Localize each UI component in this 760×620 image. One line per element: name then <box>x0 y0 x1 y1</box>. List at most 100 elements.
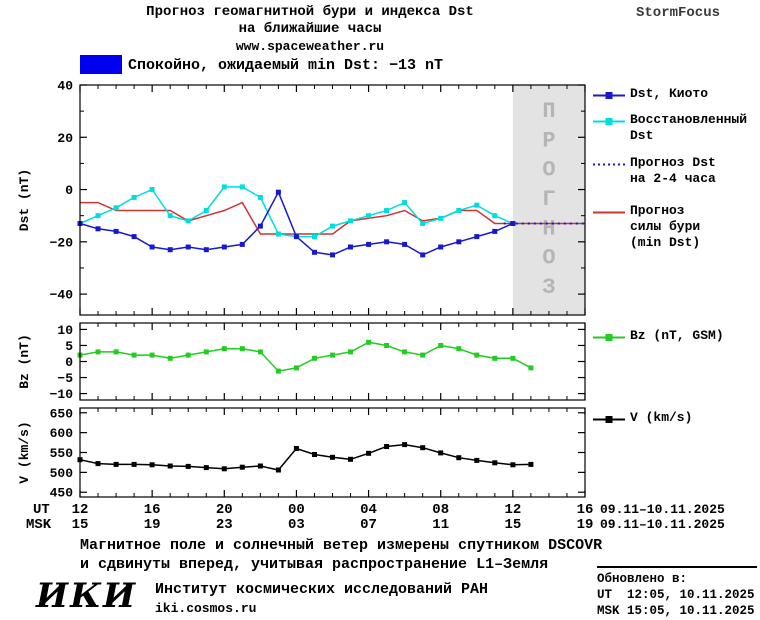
series-line-restored-dst <box>79 186 514 238</box>
status-color-swatch <box>80 55 122 74</box>
series-line-v <box>79 443 531 471</box>
msk-row-label: MSK <box>26 517 52 533</box>
marker-v <box>221 466 227 472</box>
marker-bz <box>221 346 227 352</box>
updated-msk: MSK 15:05, 10.11.2025 <box>597 604 755 618</box>
series-line-bz <box>79 341 532 372</box>
x-tick-msk: 23 <box>216 517 233 533</box>
marker-bz <box>203 349 209 355</box>
page-title: Прогноз геомагнитной бури и индекса Dst … <box>20 4 600 55</box>
marker-dst-kyoto <box>275 189 281 195</box>
marker-bz <box>275 368 281 374</box>
x-tick-ut: 20 <box>216 502 233 518</box>
marker-dst-kyoto <box>474 234 480 240</box>
msk-date-range: 09.11–10.11.2025 <box>600 517 725 532</box>
marker-dst-kyoto <box>420 252 426 258</box>
marker-restored-dst <box>420 221 426 226</box>
marker-restored-dst <box>402 200 408 206</box>
marker-bz <box>131 352 137 358</box>
marker-dst-kyoto <box>203 247 209 253</box>
marker-dst-kyoto <box>113 228 119 234</box>
marker-restored-dst <box>149 187 155 192</box>
y-tick-label: 0 <box>65 355 73 370</box>
title-line-1: Прогноз геомагнитной бури и индекса Dst <box>146 4 474 20</box>
marker-dst-kyoto <box>167 247 173 253</box>
forecast-label-letter: П <box>542 99 555 124</box>
y-tick-label: 550 <box>50 446 74 461</box>
marker-restored-dst <box>438 215 444 221</box>
marker-bz <box>492 355 498 361</box>
x-tick-msk: 15 <box>72 517 89 533</box>
marker-bz <box>366 339 372 345</box>
marker-dst-kyoto <box>438 244 444 250</box>
marker-dst-kyoto <box>312 249 317 255</box>
panel-border <box>79 407 586 498</box>
marker-restored-dst <box>492 213 498 219</box>
marker-v <box>257 463 263 469</box>
marker-bz <box>312 355 317 361</box>
y-tick-label: 0 <box>65 183 73 198</box>
marker-dst-kyoto <box>95 226 101 232</box>
marker-dst-kyoto <box>492 228 498 234</box>
marker-restored-dst <box>366 213 372 219</box>
x-tick-msk: 19 <box>577 517 594 533</box>
x-tick-ut: 12 <box>72 502 89 518</box>
marker-v <box>113 461 119 467</box>
marker-v <box>239 464 245 470</box>
marker-bz <box>185 352 191 358</box>
note-line-2: и сдвинуты вперед, учитывая распростране… <box>80 556 549 573</box>
panel-border <box>79 322 586 401</box>
forecast-region <box>512 85 585 315</box>
y-tick-label: 450 <box>50 486 74 501</box>
marker-v <box>275 467 281 473</box>
marker-bz <box>149 352 155 358</box>
marker-bz <box>474 352 480 358</box>
y-tick-label: −5 <box>57 371 73 386</box>
marker-dst-kyoto <box>131 234 137 240</box>
data-source-note: Магнитное поле и солнечный ветер измерен… <box>80 536 602 574</box>
marker-restored-dst <box>221 184 227 190</box>
marker-bz <box>402 349 408 355</box>
marker-bz <box>420 352 426 358</box>
institute-site-link[interactable]: iki.cosmos.ru <box>155 601 257 616</box>
marker-dst-kyoto <box>330 252 335 258</box>
marker-v <box>366 450 372 456</box>
marker-bz <box>348 349 353 355</box>
marker-v <box>402 442 408 448</box>
marker-restored-dst <box>167 213 173 219</box>
marker-dst-kyoto <box>257 223 263 229</box>
y-tick-label: −40 <box>50 288 74 303</box>
forecast-label-letter: О <box>542 158 555 183</box>
x-tick-msk: 15 <box>504 517 521 533</box>
marker-v <box>131 461 137 467</box>
marker-bz <box>293 365 299 371</box>
marker-restored-dst <box>257 194 263 200</box>
y-tick-label: 600 <box>50 426 74 441</box>
marker-v <box>456 455 462 461</box>
marker-v <box>149 462 155 468</box>
marker-v <box>95 461 101 467</box>
marker-restored-dst <box>348 218 353 224</box>
title-line-2: на ближайшие часы <box>238 21 382 37</box>
marker-restored-dst <box>456 208 462 213</box>
marker-restored-dst <box>312 234 317 240</box>
x-tick-msk: 07 <box>360 517 377 533</box>
marker-v <box>312 452 317 457</box>
forecast-label-letter: Г <box>542 187 555 212</box>
y-tick-label: 500 <box>50 466 74 481</box>
marker-v <box>438 450 444 456</box>
note-line-1: Магнитное поле и солнечный ветер измерен… <box>80 537 603 554</box>
forecast-label-letter: О <box>542 246 555 271</box>
spaceweather-link[interactable]: www.spaceweather.ru <box>235 39 385 54</box>
stormfocus-brand: StormFocus <box>635 5 720 21</box>
marker-restored-dst <box>384 208 390 213</box>
marker-bz <box>510 355 516 361</box>
marker-dst-kyoto <box>149 244 155 250</box>
marker-dst-kyoto <box>185 244 191 250</box>
marker-restored-dst <box>275 231 281 237</box>
x-tick-msk: 11 <box>432 517 449 533</box>
x-tick-ut: 16 <box>144 502 161 518</box>
status-text: Спокойно, ожидаемый min Dst: −13 nT <box>128 57 444 74</box>
institute-name: Институт космических исследований РАН <box>155 581 489 598</box>
